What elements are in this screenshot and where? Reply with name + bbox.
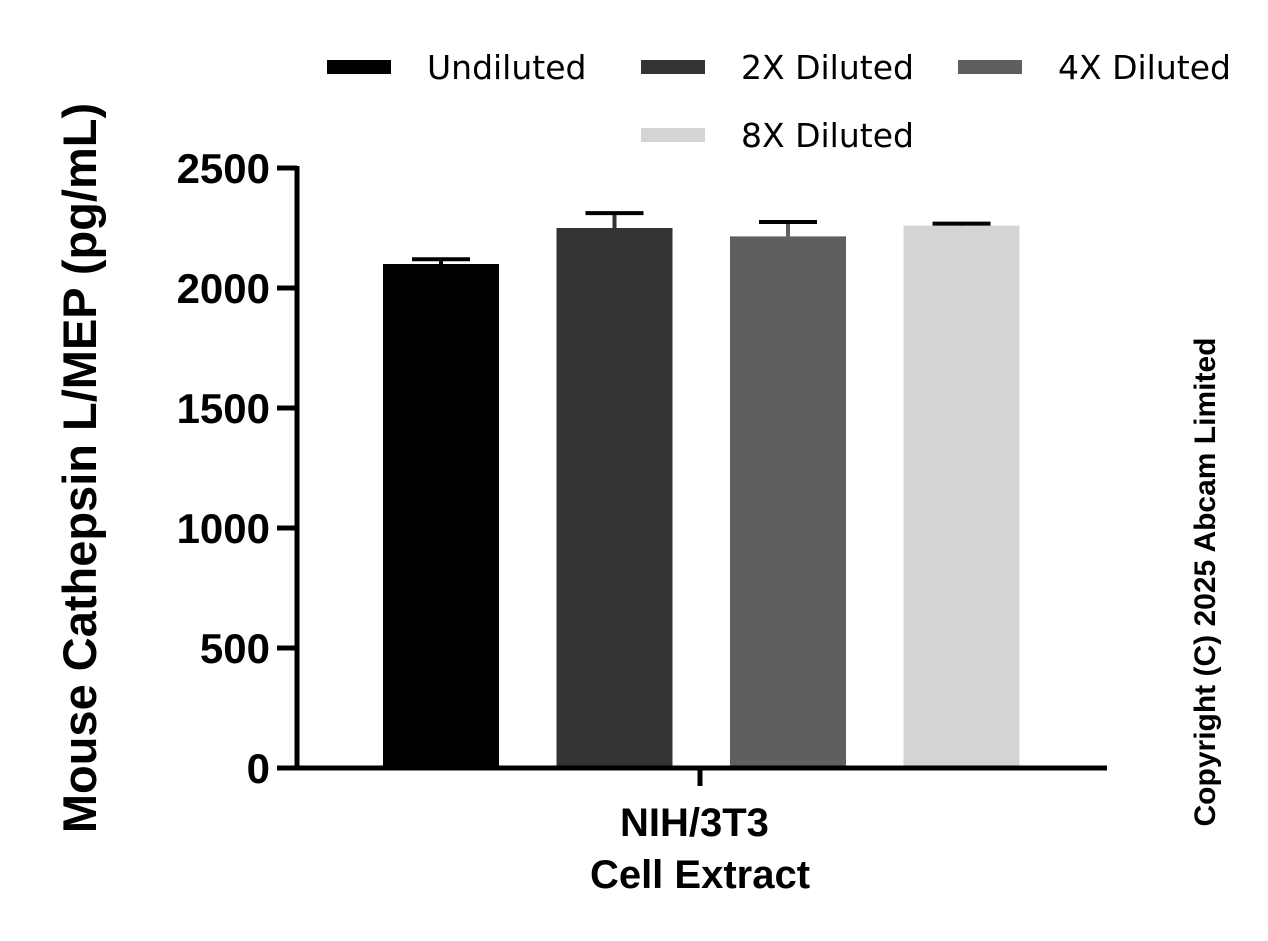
legend: Undiluted 2X Diluted 4X Diluted 8X Diluted xyxy=(327,48,1231,155)
y-tick-label: 0 xyxy=(247,745,270,792)
y-axis-label: Mouse Cathepsin L/MEP (pg/mL) xyxy=(53,103,106,833)
x-category-line-1: NIH/3T3 xyxy=(620,801,769,845)
y-tick-label: 1500 xyxy=(177,385,270,432)
legend-label-4: 8X Diluted xyxy=(741,116,914,155)
bar-4 xyxy=(903,225,1020,769)
bar-3 xyxy=(730,236,846,768)
copyright-text: Copyright (C) 2025 Abcam Limited xyxy=(1189,338,1222,827)
legend-swatch-4 xyxy=(641,128,705,142)
y-tick-label: 2000 xyxy=(177,265,270,312)
bar-1 xyxy=(383,264,499,768)
legend-label-1: Undiluted xyxy=(427,48,586,87)
legend-swatch-1 xyxy=(327,60,391,74)
error-bars xyxy=(412,211,991,264)
y-tick-label: 1000 xyxy=(177,505,270,552)
legend-swatch-3 xyxy=(958,60,1022,74)
y-tick-label: 2500 xyxy=(177,145,270,192)
x-category-line-2: Cell Extract xyxy=(590,853,810,897)
bar-2 xyxy=(556,228,673,768)
legend-swatch-2 xyxy=(641,60,705,74)
y-ticks: 0 500 1000 1500 2000 2500 xyxy=(177,145,297,792)
y-tick-label: 500 xyxy=(200,625,270,672)
legend-label-3: 4X Diluted xyxy=(1058,48,1231,87)
bars xyxy=(383,225,1020,769)
x-category-label: NIH/3T3 Cell Extract xyxy=(590,801,810,897)
legend-label-2: 2X Diluted xyxy=(741,48,914,87)
axes xyxy=(277,166,1107,786)
